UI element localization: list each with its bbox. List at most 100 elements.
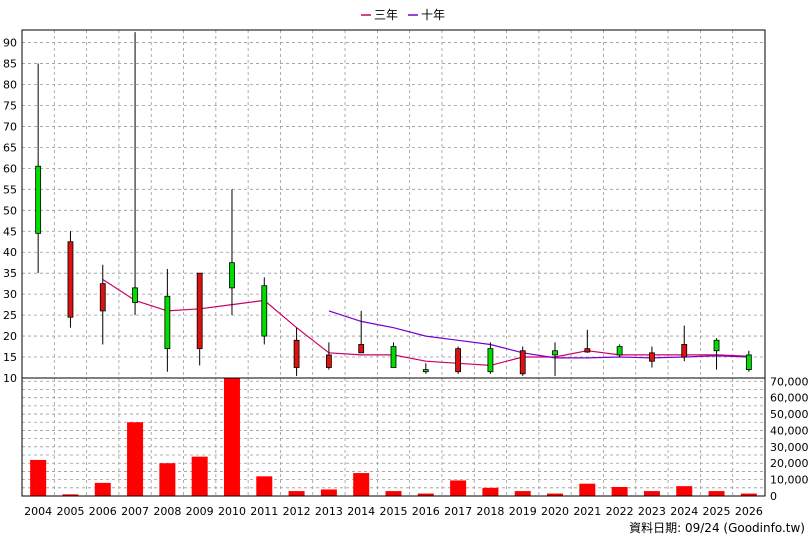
volume-bar-2011 [256,476,273,496]
candle-2010 [229,189,235,316]
candle-body [487,348,494,373]
moving-average-lines [102,278,749,367]
price-panel: 10 15 20 25 30 35 40 45 50 55 60 65 70 75 80 85 90 [3,29,766,385]
candle-body [67,241,74,318]
volume-bar-2026 [740,493,757,496]
year-tick-label: 2019 [509,505,537,518]
price-tick-label: 15 [3,351,17,364]
candle-2009 [196,272,203,366]
candle-2014 [358,310,365,354]
candle-body [99,283,106,312]
volume-bar-2021 [579,483,596,496]
price-tick-label: 70 [3,120,17,133]
year-tick-label: 2015 [380,505,408,518]
candle-2026 [745,350,752,372]
candle-body [745,354,752,371]
price-plot-frame [21,29,766,379]
candle-body [455,348,462,373]
year-tick-label: 2006 [89,505,117,518]
candle-body [681,344,688,358]
legend-label-3yr: 三年 [374,8,398,22]
volume-bar-2018 [482,487,499,496]
volume-tick-label: 10,000 [770,474,808,487]
candle-2004 [35,63,42,274]
price-tick-label: 85 [3,58,17,71]
candle-2020 [552,342,558,376]
volume-bar-2009 [191,456,208,496]
volume-plot-frame [21,377,766,497]
year-tick-label: 2020 [541,505,569,518]
year-tick-label: 2004 [24,505,52,518]
candle-2021 [584,329,591,353]
price-tick-label: 40 [3,246,17,259]
candle-2008 [164,268,171,372]
volume-tick-label: 0 [770,490,777,503]
candle-2018 [487,342,494,374]
volume-tick-label: 30,000 [770,441,808,454]
volume-bar-2015 [385,491,402,496]
year-tick-label: 2026 [735,505,763,518]
candle-2007 [132,32,138,316]
volume-tick-label: 50,000 [770,408,808,421]
year-tick-label: 2017 [444,505,472,518]
volume-bars [30,378,757,496]
volume-tick-label: 40,000 [770,424,808,437]
candle-2022 [616,344,623,358]
price-tick-label: 30 [3,288,17,301]
price-tick-label: 90 [3,37,17,50]
year-tick-label: 2022 [606,505,634,518]
volume-tick-label: 70,000 [770,375,808,388]
candle-body [132,287,138,303]
candle-2019 [519,346,526,376]
price-axis: 10 15 20 25 30 35 40 45 50 55 60 65 70 75 80 85 90 [3,37,17,385]
volume-bar-2020 [547,493,564,496]
candle-2025 [713,338,720,370]
volume-tick-label: 60,000 [770,392,808,405]
year-tick-label: 2014 [347,505,375,518]
candle-2013 [325,342,332,370]
volume-bar-2019 [514,491,531,496]
candle-2015 [390,342,397,368]
volume-bar-2004 [30,459,47,496]
year-tick-label: 2007 [121,505,149,518]
year-tick-label: 2023 [638,505,666,518]
volume-bar-2012 [288,491,305,496]
candle-body [35,165,42,234]
price-tick-label: 35 [3,267,17,280]
data-date-credit: 資料日期: 09/24 (Goodinfo.tw) [629,521,805,535]
price-tick-label: 20 [3,330,17,343]
price-tick-label: 60 [3,162,17,175]
price-tick-label: 50 [3,204,17,217]
volume-bar-2006 [94,482,111,496]
series-line-10yr [328,310,749,359]
candle-body [649,352,655,362]
volume-bar-2008 [159,463,176,496]
candle-body [325,354,332,368]
candle-body [519,350,526,375]
year-tick-label: 2011 [250,505,278,518]
volume-panel: 0 10,000 20,000 30,000 40,000 50,000 60,000 70,… [21,375,808,503]
volume-bar-2025 [708,491,725,496]
volume-bar-2017 [450,480,467,496]
price-grid [21,30,766,379]
volume-bar-2014 [353,473,370,496]
candlesticks [35,32,752,376]
volume-bar-2024 [676,486,693,496]
candle-2023 [649,346,655,368]
candle-body [196,272,203,350]
candle-body [390,346,397,368]
candle-body [293,339,300,368]
volume-bar-2023 [643,491,660,496]
candle-body [713,339,720,352]
price-tick-label: 55 [3,183,17,196]
year-axis: 2004 2005 2006 2007 2008 2009 2010 2011 2012 2013… [24,505,763,518]
year-tick-label: 2005 [56,505,84,518]
series-line-3yr [102,278,749,367]
candle-body [422,369,429,373]
price-tick-label: 45 [3,225,17,238]
candle-body [358,344,365,354]
candle-2005 [67,231,74,328]
year-tick-label: 2009 [186,505,214,518]
year-tick-label: 2010 [218,505,246,518]
candle-2024 [681,325,688,362]
